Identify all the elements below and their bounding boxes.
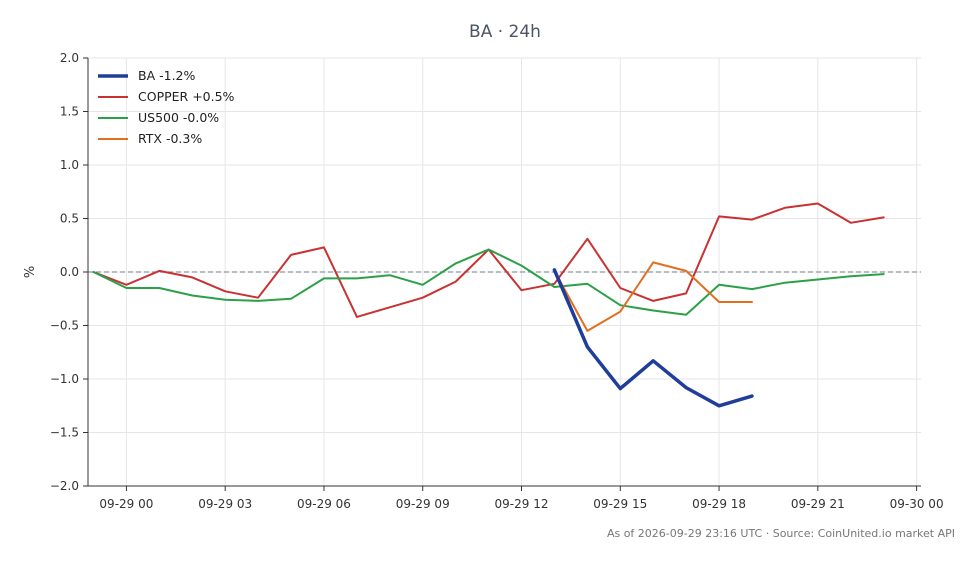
series-line-copper [92, 202, 885, 318]
y-tick-label: 0.5 [60, 212, 79, 226]
source-footer: As of 2026-09-29 23:16 UTC · Source: Coi… [606, 527, 955, 540]
x-tick-label: 09-29 06 [297, 497, 351, 511]
x-tick-label: 09-29 03 [198, 497, 252, 511]
y-tick-label: −1.0 [50, 372, 79, 386]
legend-label-rtx: RTX -0.3% [138, 131, 202, 146]
chart-title: BA · 24h [469, 22, 541, 42]
y-tick-label: 1.0 [60, 158, 79, 172]
x-tick-label: 09-29 18 [692, 497, 746, 511]
y-tick-label: 0.0 [60, 265, 79, 279]
legend: BA -1.2% COPPER +0.5% US500 -0.0% RTX -0.3% [98, 68, 235, 146]
legend-label-copper: COPPER +0.5% [138, 89, 235, 104]
series-group [92, 202, 885, 408]
axes: 2.0 1.5 1.0 0.5 0.0 −0.5 −1.0 −1.5 −2.0 09-29 00 0… [50, 51, 944, 511]
x-tick-label: 09-29 12 [495, 497, 549, 511]
series-line-us500 [92, 248, 885, 316]
x-tick-label: 09-29 15 [593, 497, 647, 511]
x-tick-label: 09-30 00 [890, 497, 944, 511]
y-tick-label: −0.5 [50, 319, 79, 333]
y-tick-label: −2.0 [50, 479, 79, 493]
x-tick-label: 09-29 00 [99, 497, 153, 511]
x-tick-label: 09-29 21 [791, 497, 845, 511]
y-tick-label: 2.0 [60, 51, 79, 65]
legend-label-us500: US500 -0.0% [138, 110, 219, 125]
series-line-ba [552, 268, 754, 408]
y-axis-label: % [23, 266, 38, 278]
y-tick-label: −1.5 [50, 426, 79, 440]
x-tick-label: 09-29 09 [396, 497, 450, 511]
legend-label-ba: BA -1.2% [138, 68, 195, 83]
series-line-rtx [553, 261, 753, 332]
y-tick-label: 1.5 [60, 105, 79, 119]
